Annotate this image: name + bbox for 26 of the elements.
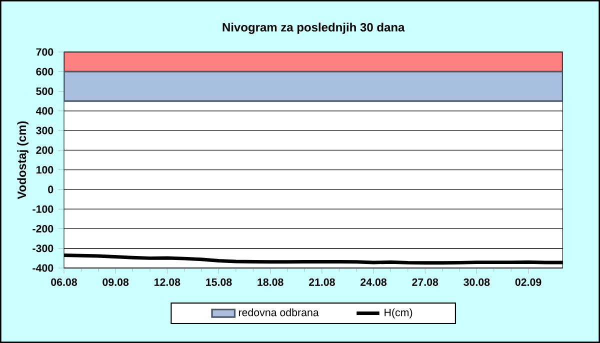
x-tick-label: 06.08 (51, 278, 78, 286)
y-tick-label: 700 (36, 48, 54, 56)
x-tick-label: 30.08 (464, 278, 490, 286)
legend-label: H(cm) (384, 308, 412, 318)
x-tick-label: 09.08 (102, 278, 129, 286)
chart-title: Nivogram za poslednjih 30 dana (222, 22, 405, 34)
y-tick-label: -200 (32, 224, 54, 232)
y-tick-label: 600 (36, 68, 54, 76)
y-tick-label: 300 (36, 126, 54, 134)
y-tick-label: -300 (32, 244, 54, 252)
x-tick-label: 02.09 (515, 278, 542, 286)
y-tick-label: 100 (36, 166, 54, 174)
y-tick-label: 500 (36, 87, 54, 96)
y-tick-label: -100 (32, 205, 54, 213)
y-tick-label: 400 (36, 107, 54, 115)
legend-label: redovna odbrana (238, 308, 319, 316)
y-axis-title: Vodostaj (cm) (17, 121, 28, 200)
x-tick-label: 27.08 (412, 278, 438, 286)
x-tick-label: 21.08 (308, 278, 335, 286)
x-tick-label: 24.08 (360, 278, 387, 286)
y-tick-label: -400 (32, 264, 54, 272)
y-tick-label: 0 (48, 186, 54, 194)
x-tick-label: 15.08 (206, 278, 232, 286)
y-tick-label: 200 (36, 146, 54, 154)
x-tick-label: 18.08 (258, 278, 284, 286)
x-tick-label: 12.08 (154, 278, 180, 286)
